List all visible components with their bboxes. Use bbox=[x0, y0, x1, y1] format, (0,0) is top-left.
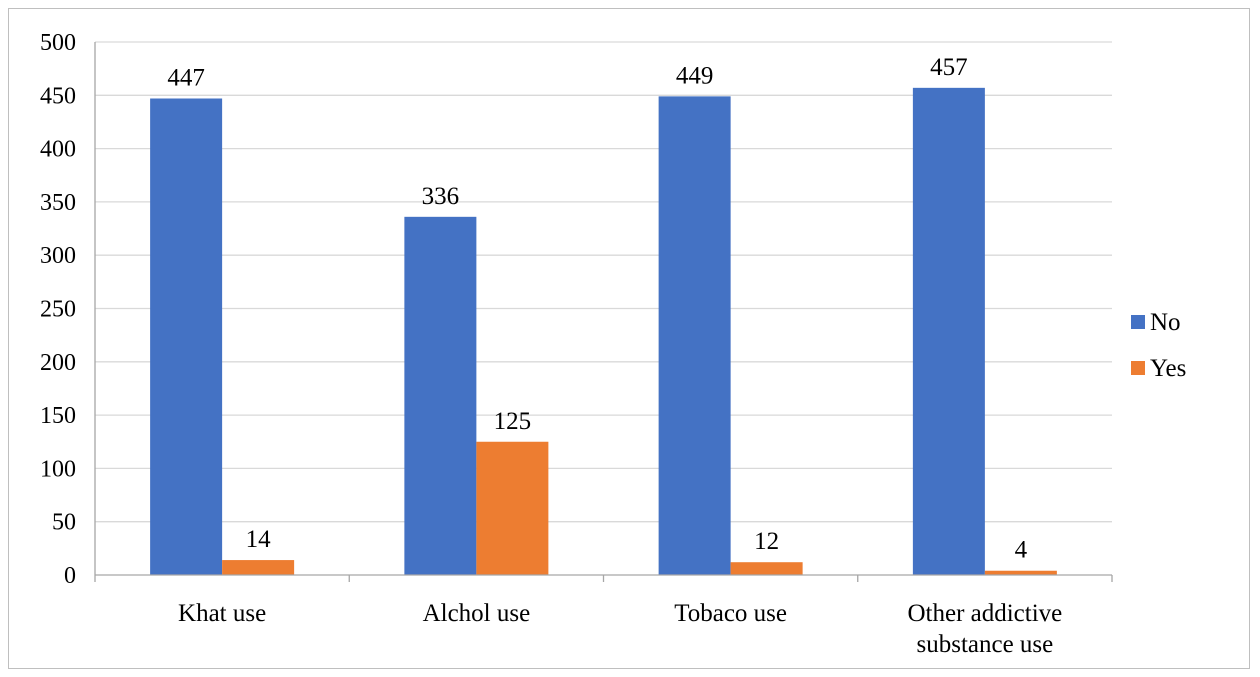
data-label: 447 bbox=[167, 64, 205, 91]
category-label: substance use bbox=[916, 631, 1053, 658]
y-tick-label: 250 bbox=[40, 297, 76, 323]
data-label: 12 bbox=[754, 528, 779, 555]
data-label: 125 bbox=[494, 408, 532, 435]
data-label: 14 bbox=[246, 526, 272, 553]
legend-swatch-yes bbox=[1131, 361, 1145, 375]
y-tick-label: 50 bbox=[52, 510, 76, 536]
y-tick-label: 150 bbox=[40, 403, 76, 429]
bar-yes bbox=[476, 441, 549, 575]
category-label: Other addictive bbox=[907, 600, 1062, 627]
bar-yes bbox=[730, 562, 803, 575]
data-label: 336 bbox=[422, 183, 460, 210]
category-label: Alchol use bbox=[423, 600, 531, 627]
labels: 0 50 100 150 200 250 300 350 400 450 500 447 14 Khat … bbox=[40, 30, 1062, 658]
y-tick-label: 0 bbox=[64, 563, 76, 589]
bar-no bbox=[658, 96, 731, 575]
data-label: 4 bbox=[1015, 537, 1028, 564]
y-tick-label: 500 bbox=[40, 30, 76, 56]
y-tick-label: 100 bbox=[40, 456, 76, 482]
bars bbox=[150, 87, 1057, 576]
y-tick-label: 450 bbox=[40, 83, 76, 109]
axes bbox=[94, 42, 1113, 582]
legend: No Yes bbox=[1131, 309, 1186, 382]
bar-no bbox=[912, 87, 985, 575]
bar-yes bbox=[984, 570, 1057, 575]
legend-label-yes: Yes bbox=[1150, 355, 1186, 382]
y-tick-label: 200 bbox=[40, 350, 76, 376]
y-tick-label: 300 bbox=[40, 243, 76, 269]
legend-label-no: No bbox=[1150, 309, 1181, 336]
category-label: Khat use bbox=[178, 600, 266, 627]
data-label: 457 bbox=[930, 54, 968, 81]
bar-yes bbox=[222, 560, 295, 575]
y-tick-label: 350 bbox=[40, 190, 76, 216]
category-label: Tobaco use bbox=[674, 600, 787, 627]
legend-swatch-no bbox=[1131, 315, 1145, 329]
data-label: 449 bbox=[676, 62, 714, 89]
bar-no bbox=[404, 216, 477, 575]
bar-no bbox=[150, 98, 223, 576]
y-tick-label: 400 bbox=[40, 137, 76, 163]
